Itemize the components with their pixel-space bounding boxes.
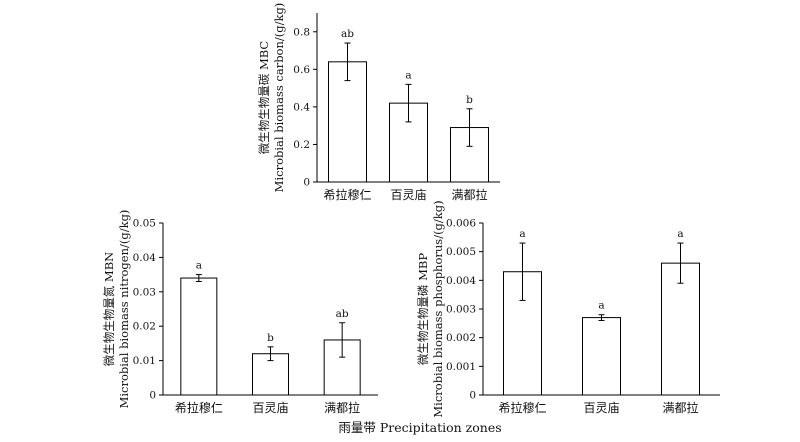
mbn-significance-label: b <box>267 332 274 344</box>
x-axis-title: 雨量带 Precipitation zones <box>338 420 501 435</box>
mbc-chart: 0 0.2 0.4 0.6 0.8 ab 希拉穆仁 a 百灵庙 b 满都拉 微生物生物量碳 MBC Mi… <box>257 3 500 202</box>
mbp-y-tick-label: 0 <box>469 390 476 402</box>
mbc-category-label: 百灵庙 <box>390 188 426 202</box>
mbc-y-tick-label: 0.2 <box>293 139 310 151</box>
mbn-y-tick-label: 0.03 <box>133 286 156 298</box>
mbp-chart: 0 0.001 0.002 0.003 0.004 0.005 0.006 a 希拉穆仁 a 百灵庙… <box>416 200 720 418</box>
mbp-y-tick-label: 0.004 <box>446 275 476 287</box>
mbc-y-tick-label: 0.4 <box>293 101 310 113</box>
mbn-y-axis-title-cn: 微生物生物量氮 MBN <box>102 252 116 366</box>
mbn-y-tick-label: 0.04 <box>133 252 157 264</box>
mbp-y-axis-title-cn: 微生物生物量磷 MBP <box>416 253 430 365</box>
mbc-y-tick-label: 0 <box>303 177 310 189</box>
mbn-category-label: 满都拉 <box>324 400 360 415</box>
mbp-bar <box>582 317 621 396</box>
mbn-y-axis-title-en: Microbial biomass nitrogen/(g/kg) <box>117 210 131 409</box>
mbn-significance-label: ab <box>336 308 349 320</box>
mbn-chart: 0 0.01 0.02 0.03 0.04 0.05 a 希拉穆仁 b 百灵庙 ab 满都拉 微生物生物… <box>102 210 378 415</box>
mbn-y-tick-label: 0.05 <box>133 218 156 230</box>
mbn-category-label: 希拉穆仁 <box>175 400 223 415</box>
mbp-bar <box>661 262 700 396</box>
mbn-bar <box>180 277 218 396</box>
mbc-category-label: 希拉穆仁 <box>323 187 371 202</box>
mbp-significance-label: a <box>519 228 525 240</box>
mbc-bar <box>328 61 367 183</box>
mbp-y-tick-label: 0.006 <box>446 218 476 230</box>
mbp-y-tick-label: 0.003 <box>446 304 476 316</box>
mbc-y-tick-label: 0.6 <box>293 64 310 76</box>
mbn-significance-label: a <box>196 260 202 272</box>
mbp-y-tick-label: 0.002 <box>446 332 476 344</box>
mbn-category-label: 百灵庙 <box>252 401 288 415</box>
mbp-category-label: 百灵庙 <box>583 401 619 415</box>
mbc-y-tick-label: 0.8 <box>293 26 310 38</box>
mbp-y-axis-title-en: Microbial biomass phosphorus/(g/kg) <box>431 200 445 417</box>
mbc-y-axis-title-cn: 微生物生物量碳 MBC <box>257 41 271 155</box>
mbn-y-tick-label: 0.01 <box>133 355 156 367</box>
mbc-significance-label: ab <box>341 28 354 40</box>
mbc-significance-label: b <box>466 94 473 106</box>
mbp-y-tick-label: 0.001 <box>446 361 476 373</box>
mbp-significance-label: a <box>598 300 604 312</box>
mbc-category-label: 满都拉 <box>451 187 487 202</box>
mbp-category-label: 希拉穆仁 <box>498 400 546 415</box>
mbn-y-tick-label: 0.02 <box>133 321 156 333</box>
mbc-significance-label: a <box>405 69 411 81</box>
mbp-y-tick-label: 0.005 <box>446 246 476 258</box>
mbp-significance-label: a <box>677 228 683 240</box>
mbc-y-axis-title-en: Microbial biomass carbon/(g/kg) <box>272 3 286 193</box>
mbp-category-label: 满都拉 <box>662 400 698 415</box>
mbn-y-tick-label: 0 <box>149 390 156 402</box>
